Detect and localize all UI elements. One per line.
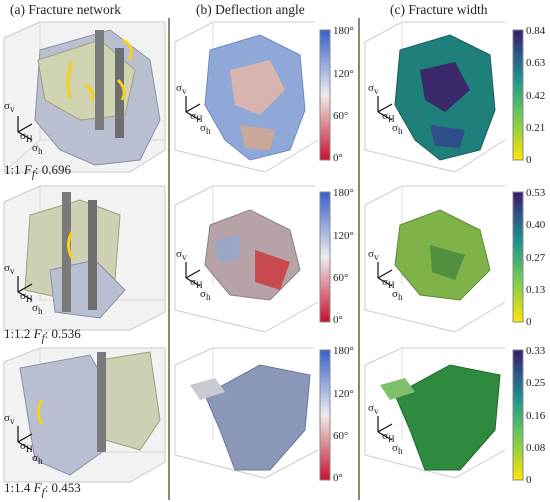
sigma-v-label: σv: [4, 262, 15, 277]
sigma-h-max-label: σH: [382, 110, 395, 125]
width-tick: 0.84: [526, 25, 546, 37]
width-tick: 0.42: [526, 90, 546, 102]
sigma-v-label: σv: [368, 82, 379, 97]
sigma-v-label: σv: [176, 248, 187, 263]
width-tick: 0.13: [526, 284, 546, 296]
angle-tick: 0°: [333, 152, 343, 164]
sigma-h-max-label: σH: [190, 110, 203, 125]
deflection-angle-panel-2: [174, 185, 331, 333]
fracture-width-panel-2: [364, 185, 524, 333]
row-2-fracture-ratio-label: 1:1.2 Ff: 0.536: [4, 326, 81, 345]
angle-tick: 120°: [333, 68, 354, 80]
column-divider-left: [168, 18, 170, 500]
width-tick: 0.25: [526, 377, 546, 389]
angle-tick: 120°: [333, 388, 354, 400]
sigma-v-label: σv: [4, 412, 15, 427]
sigma-h-min-label: σh: [392, 122, 403, 137]
sigma-v-label: σv: [4, 100, 15, 115]
sigma-h-min-label: σh: [32, 452, 43, 467]
sigma-h-max-label: σH: [20, 290, 33, 305]
width-tick: 0.16: [526, 410, 546, 422]
fracture-network-panel-1: [3, 21, 166, 173]
deflection-angle-panel-3: [174, 347, 331, 481]
angle-tick: 0°: [333, 472, 343, 484]
sigma-h-max-label: σH: [190, 276, 203, 291]
sigma-h-min-label: σh: [32, 142, 43, 157]
column-divider-right: [358, 18, 360, 500]
sigma-h-max-label: σH: [382, 276, 395, 291]
fracture-network-panel-3: [3, 347, 166, 483]
deflection-angle-panel-1: [174, 21, 331, 173]
width-tick: 0.40: [526, 219, 546, 231]
angle-tick: 120°: [333, 230, 354, 242]
fracture-width-panel-1: [364, 21, 524, 173]
sigma-h-max-label: σH: [20, 440, 33, 455]
column-title-fracture-network: (a) Fracture network: [10, 2, 121, 17]
sigma-h-min-label: σh: [32, 302, 43, 317]
angle-tick: 0°: [333, 314, 343, 326]
stress-axes-arrows: [17, 96, 393, 451]
fracture-width-panel-3: [364, 347, 524, 481]
angle-tick: 180°: [333, 187, 354, 199]
angle-tick: 60°: [333, 110, 349, 122]
row-3-fracture-ratio-label: 1:1.4 Ff: 0.453: [4, 480, 81, 499]
sigma-h-max-label: σH: [382, 430, 395, 445]
width-tick: 0.27: [526, 252, 546, 264]
angle-tick: 60°: [333, 272, 349, 284]
sigma-v-label: σv: [176, 82, 187, 97]
width-tick: 0.08: [526, 442, 546, 454]
sigma-h-min-label: σh: [200, 122, 211, 137]
row-1-fracture-ratio-label: 1:1 Ff: 0.696: [4, 162, 71, 181]
width-tick: 0: [526, 474, 532, 486]
column-title-fracture-width: (c) Fracture width: [390, 2, 488, 17]
sigma-h-max-label: σH: [20, 130, 33, 145]
fracture-network-panel-2: [3, 185, 166, 331]
angle-tick: 180°: [333, 25, 354, 37]
sigma-h-min-label: σh: [392, 288, 403, 303]
column-title-deflection-angle: (b) Deflection angle: [196, 2, 305, 17]
width-tick: 0: [526, 154, 532, 166]
width-tick: 0.53: [526, 187, 546, 199]
width-tick: 0.63: [526, 57, 546, 69]
sigma-h-min-label: σh: [392, 442, 403, 457]
angle-tick: 180°: [333, 345, 354, 357]
width-tick: 0.33: [526, 345, 546, 357]
width-tick: 0: [526, 316, 532, 328]
sigma-v-label: σv: [368, 402, 379, 417]
width-tick: 0.21: [526, 122, 546, 134]
sigma-h-min-label: σh: [200, 288, 211, 303]
sigma-v-label: σv: [368, 248, 379, 263]
angle-tick: 60°: [333, 430, 349, 442]
